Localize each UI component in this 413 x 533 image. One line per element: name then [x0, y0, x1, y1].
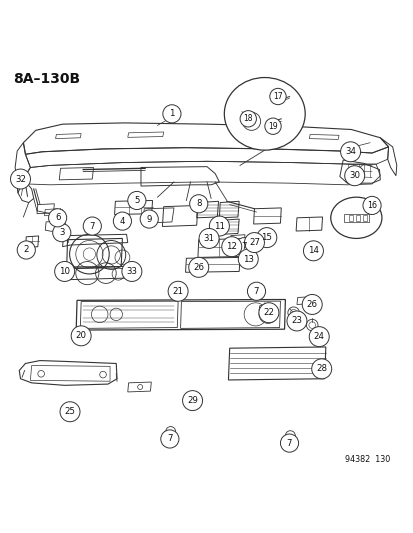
Text: 20: 20	[76, 332, 86, 340]
Circle shape	[362, 196, 380, 214]
Text: 16: 16	[366, 201, 376, 210]
Circle shape	[60, 402, 80, 422]
Text: 28: 28	[316, 365, 326, 373]
Circle shape	[162, 105, 180, 123]
Circle shape	[311, 359, 331, 379]
Text: 6: 6	[55, 213, 60, 222]
Text: 8A–130B: 8A–130B	[13, 72, 80, 86]
Circle shape	[340, 142, 360, 162]
Circle shape	[256, 228, 276, 248]
Circle shape	[309, 327, 328, 346]
Circle shape	[182, 391, 202, 410]
Bar	[343, 214, 368, 222]
Text: 8: 8	[195, 199, 201, 208]
Circle shape	[240, 111, 256, 127]
Text: 25: 25	[64, 407, 75, 416]
Text: 5: 5	[134, 196, 139, 205]
Circle shape	[244, 232, 264, 253]
Circle shape	[140, 210, 158, 228]
Circle shape	[280, 434, 298, 452]
Text: 30: 30	[349, 171, 359, 180]
Text: 19: 19	[268, 122, 277, 131]
Circle shape	[209, 216, 229, 236]
Circle shape	[264, 118, 280, 134]
Text: 33: 33	[126, 267, 137, 276]
Circle shape	[52, 223, 71, 242]
Bar	[348, 214, 352, 221]
Circle shape	[235, 238, 253, 256]
Text: 7: 7	[89, 222, 95, 231]
Circle shape	[189, 195, 207, 213]
Text: 4: 4	[119, 216, 125, 225]
Text: 9: 9	[146, 215, 152, 223]
Text: 7: 7	[167, 434, 172, 443]
Text: 26: 26	[193, 263, 204, 272]
Circle shape	[160, 430, 178, 448]
Text: 2: 2	[24, 246, 29, 254]
Circle shape	[55, 262, 74, 281]
Bar	[362, 214, 366, 221]
Circle shape	[199, 229, 218, 248]
Circle shape	[301, 294, 321, 314]
Circle shape	[48, 209, 66, 227]
Text: 7: 7	[241, 242, 246, 251]
Ellipse shape	[330, 197, 381, 238]
Text: 94382  130: 94382 130	[344, 455, 389, 464]
Circle shape	[258, 303, 278, 322]
Bar	[356, 214, 360, 221]
Text: 24: 24	[313, 332, 324, 341]
Circle shape	[121, 262, 142, 281]
Circle shape	[247, 282, 265, 300]
Text: 12: 12	[226, 242, 237, 251]
Circle shape	[71, 326, 91, 346]
Text: 27: 27	[248, 238, 259, 247]
Circle shape	[286, 311, 306, 331]
Text: 23: 23	[291, 317, 302, 326]
Text: 18: 18	[243, 114, 252, 123]
Text: 11: 11	[214, 222, 224, 231]
Text: 34: 34	[344, 147, 355, 156]
Text: 29: 29	[187, 396, 197, 405]
Circle shape	[303, 241, 323, 261]
Circle shape	[188, 257, 208, 277]
Text: 21: 21	[172, 287, 183, 296]
Circle shape	[113, 212, 131, 230]
Text: 3: 3	[59, 228, 64, 237]
Circle shape	[238, 249, 258, 269]
Text: 13: 13	[242, 255, 253, 264]
Text: 32: 32	[15, 174, 26, 183]
Circle shape	[344, 166, 364, 185]
Circle shape	[17, 241, 35, 259]
Circle shape	[168, 281, 188, 301]
Text: 1: 1	[169, 109, 174, 118]
Text: 17: 17	[273, 92, 282, 101]
Ellipse shape	[224, 77, 304, 150]
Circle shape	[83, 217, 101, 235]
Text: 31: 31	[203, 234, 214, 243]
Text: 15: 15	[261, 233, 272, 242]
Text: 14: 14	[307, 246, 318, 255]
Text: 7: 7	[253, 287, 259, 296]
Circle shape	[269, 88, 285, 104]
Text: 7: 7	[286, 439, 292, 448]
Circle shape	[221, 237, 241, 257]
Text: 26: 26	[306, 300, 317, 309]
Circle shape	[128, 191, 145, 209]
Text: 10: 10	[59, 267, 70, 276]
Circle shape	[10, 169, 31, 189]
Text: 22: 22	[263, 308, 274, 317]
